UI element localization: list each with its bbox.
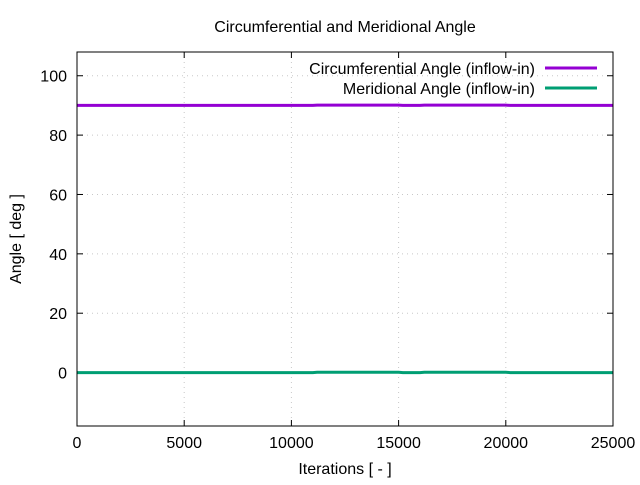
x-tick-label: 25000 — [591, 435, 636, 452]
y-tick-label: 80 — [49, 128, 67, 145]
y-tick-label: 100 — [40, 69, 67, 86]
x-tick-label: 0 — [73, 435, 82, 452]
y-tick-label: 0 — [58, 366, 67, 383]
legend: Circumferential Angle (inflow-in) Meridio… — [309, 61, 597, 98]
plot-frame — [77, 52, 613, 426]
axis-ticks: 0 5000 10000 15000 20000 25000 0 20 40 60 80 100 — [40, 52, 635, 452]
x-tick-label: 5000 — [166, 435, 202, 452]
y-axis-title: Angle [ deg ] — [8, 194, 25, 284]
series-lines — [77, 105, 613, 372]
y-tick-label: 40 — [49, 247, 67, 264]
y-tick-label: 60 — [49, 187, 67, 204]
grid — [77, 52, 613, 426]
x-axis-title: Iterations [ - ] — [298, 461, 391, 478]
x-tick-label: 15000 — [376, 435, 421, 452]
x-tick-label: 10000 — [269, 435, 314, 452]
chart-title: Circumferential and Meridional Angle — [214, 19, 476, 36]
y-tick-label: 20 — [49, 306, 67, 323]
x-tick-label: 20000 — [484, 435, 529, 452]
legend-label: Meridional Angle (inflow-in) — [343, 81, 535, 98]
legend-label: Circumferential Angle (inflow-in) — [309, 61, 535, 78]
